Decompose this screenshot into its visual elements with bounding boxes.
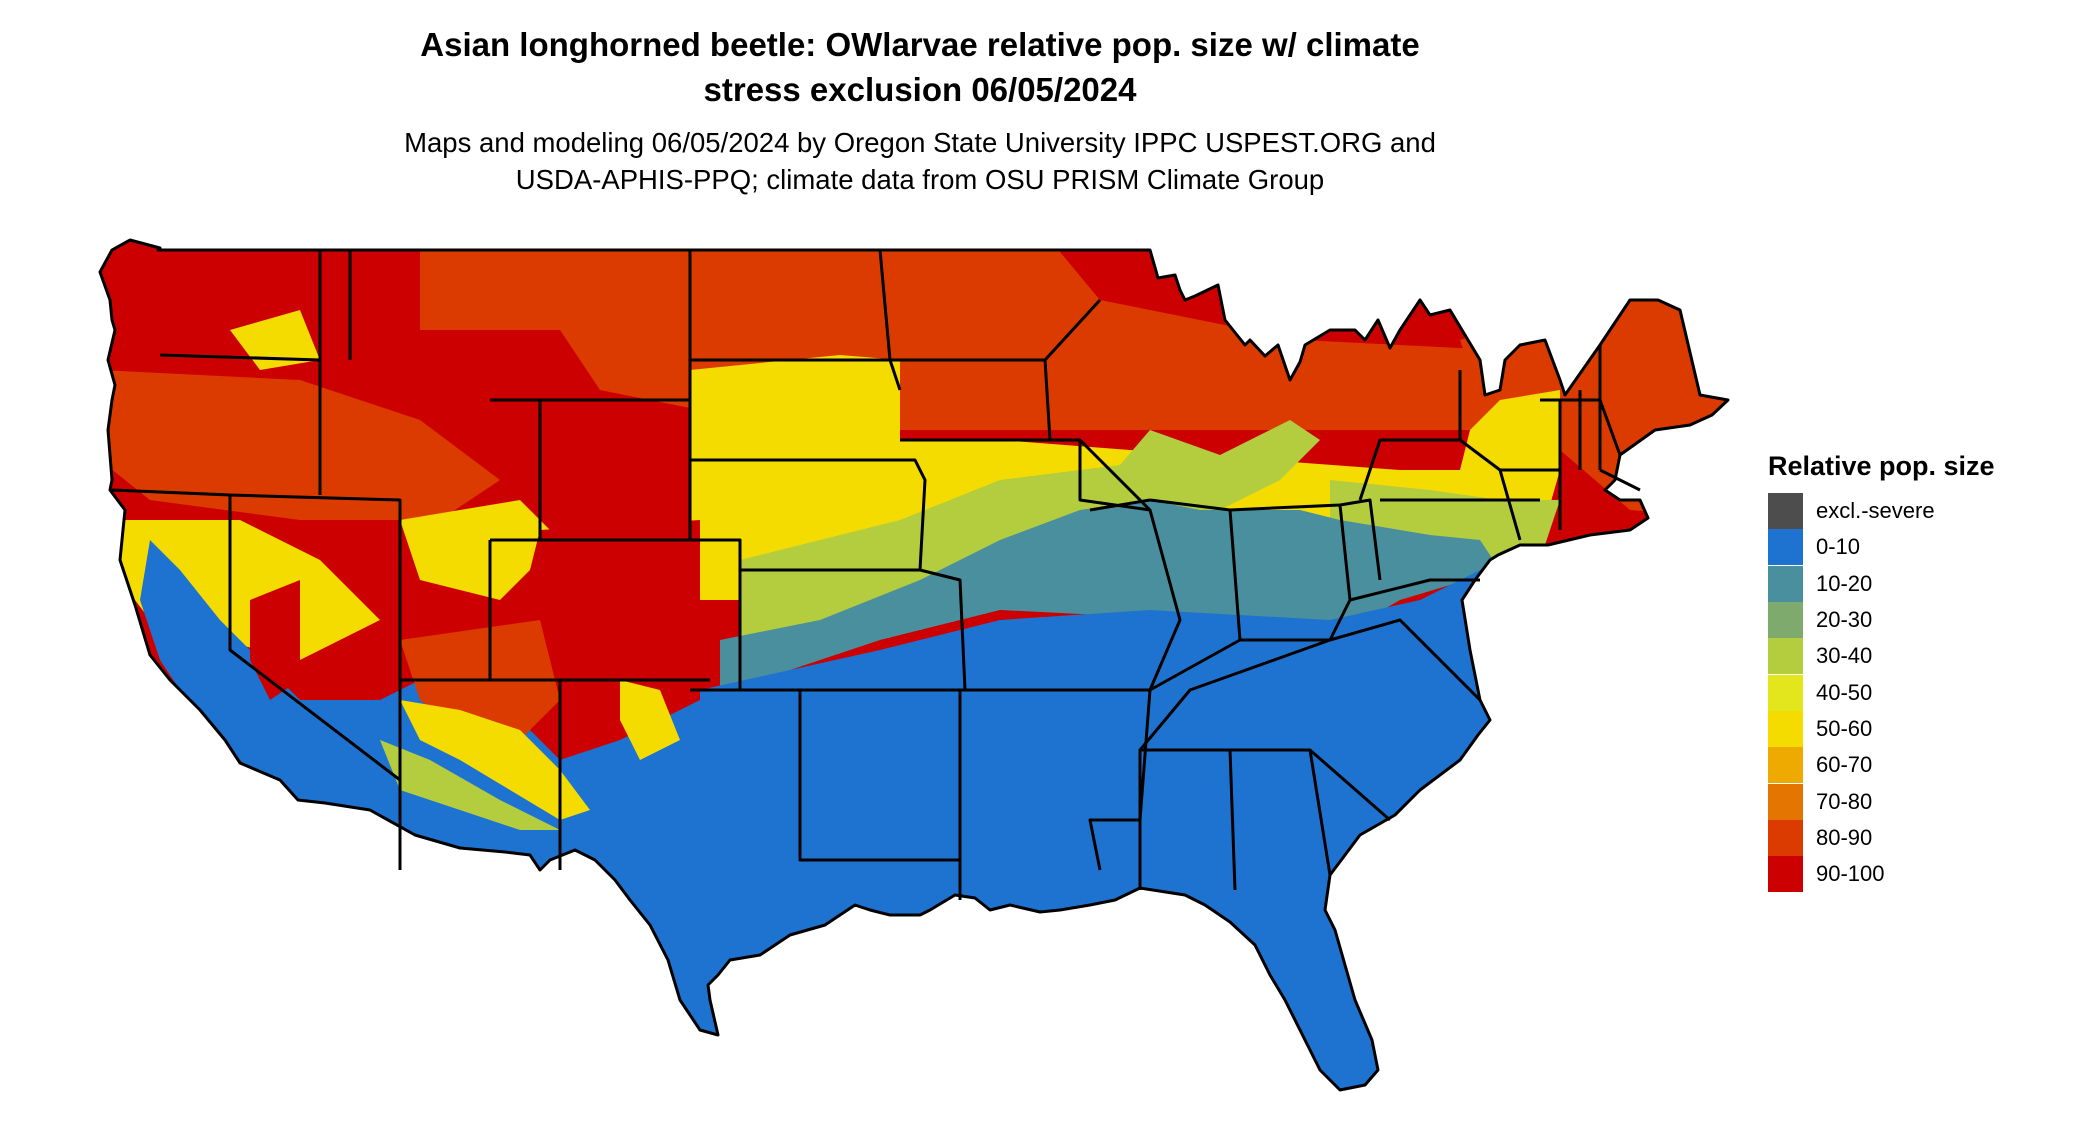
legend-swatch — [1768, 602, 1803, 639]
legend-item: 20-30 — [1768, 602, 2068, 639]
legend-label: 90-100 — [1816, 861, 1885, 887]
legend-item: 60-70 — [1768, 747, 2068, 784]
state-boundaries-east — [1138, 438, 1522, 891]
map-title-line-1: Asian longhorned beetle: OWlarvae relati… — [420, 26, 1420, 63]
map-subtitle: Maps and modeling 06/05/2024 by Oregon S… — [270, 124, 1570, 198]
legend-item: 90-100 — [1768, 856, 2068, 893]
legend-item: 30-40 — [1768, 638, 2068, 675]
map-subtitle-line-1: Maps and modeling 06/05/2024 by Oregon S… — [404, 127, 1436, 158]
legend-label: 70-80 — [1816, 788, 1873, 814]
boundary-lines — [98, 238, 1730, 1092]
legend-title: Relative pop. size — [1768, 451, 1995, 481]
legend-swatch — [1768, 529, 1803, 566]
legend-item: 10-20 — [1768, 565, 2068, 602]
state-boundaries-northeast — [1380, 345, 1641, 530]
legend-label: 0-10 — [1816, 534, 1861, 560]
region-fill-30-40-southwest — [380, 740, 560, 830]
legend-label: 10-20 — [1816, 570, 1873, 596]
map-subtitle-line-2: USDA-APHIS-PPQ; climate data from OSU PR… — [515, 164, 1325, 195]
legend-item: excl.-severe — [1768, 493, 2068, 530]
map-fill-layers — [100, 240, 1728, 1090]
legend-swatch — [1768, 783, 1803, 820]
map-title-line-2: stress exclusion 06/05/2024 — [703, 71, 1137, 108]
legend-label: 30-40 — [1816, 643, 1873, 669]
legend-label: 40-50 — [1816, 679, 1873, 705]
legend-item: 40-50 — [1768, 674, 2068, 711]
region-fill-80-90-west — [100, 370, 500, 520]
legend-item: 0-10 — [1768, 529, 2068, 566]
legend-label: 20-30 — [1816, 607, 1873, 633]
legend-item: 50-60 — [1768, 710, 2068, 747]
state-boundaries-central — [890, 298, 1182, 871]
legend-swatch — [1768, 674, 1803, 711]
map-title: Asian longhorned beetle: OWlarvae relati… — [270, 22, 1570, 112]
legend-label: 50-60 — [1816, 715, 1873, 741]
legend-label: 60-70 — [1816, 752, 1873, 778]
legend-swatch — [1768, 856, 1803, 893]
legend-swatch — [1768, 565, 1803, 602]
country-outline — [98, 238, 1730, 1092]
legend-items: excl.-severe 0-10 10-20 20-30 30-40 40-50 50-6… — [1768, 493, 2068, 893]
state-boundaries-west — [111, 250, 742, 870]
legend-swatch — [1768, 493, 1803, 530]
legend-swatch — [1768, 710, 1803, 747]
legend-swatch — [1768, 638, 1803, 675]
legend-label: excl.-severe — [1816, 498, 1935, 524]
region-fill-10-20-band — [720, 500, 1500, 700]
legend-item: 80-90 — [1768, 819, 2068, 856]
legend-swatch — [1768, 747, 1803, 784]
legend-item: 70-80 — [1768, 783, 2068, 820]
region-fill-50-60-southwest — [400, 680, 680, 820]
legend-label: 80-90 — [1816, 824, 1873, 850]
legend-swatch — [1768, 819, 1803, 856]
legend: Relative pop. size excl.-severe 0-10 10-20… — [1768, 450, 2068, 893]
